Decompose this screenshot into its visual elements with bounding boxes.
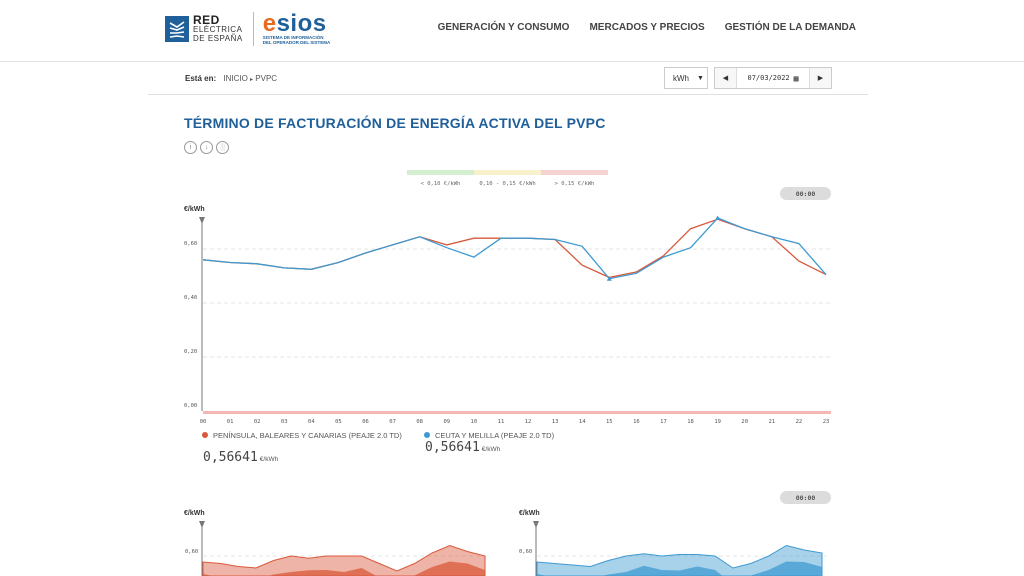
x-tick-label-14: 14 — [579, 419, 586, 425]
time-badge-secondary[interactable]: 00:00 — [780, 491, 831, 504]
area-chart-left-ylabel: €/kWh — [184, 510, 205, 517]
x-tick-label-15: 15 — [606, 419, 613, 425]
site-logo[interactable]: RED ELÉCTRICA DE ESPAÑA esios SISTEMA DE… — [165, 12, 330, 46]
logo-esios-sub2: DEL OPERADOR DEL SISTEMA — [262, 40, 331, 45]
x-tick-label-07: 07 — [389, 419, 396, 425]
legend-label-peninsula: PENÍNSULA, BALEARES Y CANARIAS (PEAJE 2.… — [213, 431, 402, 440]
date-picker: ◀ 07/03/2022 ▦ ▶ — [714, 67, 832, 89]
baseline-band — [203, 411, 831, 414]
info-icon[interactable]: i — [184, 141, 197, 154]
x-tick-label-03: 03 — [281, 419, 288, 425]
x-tick-label-09: 09 — [443, 419, 450, 425]
x-tick-label-17: 17 — [660, 419, 667, 425]
nav-gestion-demanda[interactable]: GESTIÓN DE LA DEMANDA — [724, 22, 856, 33]
y-axis-arrow-icon — [199, 217, 205, 224]
logo-ree-line2: ELÉCTRICA — [193, 24, 243, 34]
breadcrumb-label: Está en: — [185, 74, 217, 83]
legend-item-peninsula[interactable]: PENÍNSULA, BALEARES Y CANARIAS (PEAJE 2.… — [202, 431, 402, 441]
main-nav: GENERACIÓN Y CONSUMO MERCADOS Y PRECIOS … — [438, 22, 856, 33]
legend-value-peninsula-number: 0,56641 — [203, 450, 258, 465]
nav-generacion-consumo[interactable]: GENERACIÓN Y CONSUMO — [437, 22, 570, 33]
breadcrumb-home[interactable]: INICIO — [223, 74, 248, 83]
logo-ree-line3: DE ESPAÑA — [193, 33, 243, 43]
toolbar: Está en: INICIO ▸ PVPC kWh ▼ ◀ 07/03/202… — [148, 63, 868, 95]
logo-esios-sub1: SISTEMA DE INFORMACIÓN — [262, 35, 324, 40]
legend-unit-peninsula: €/kWh — [259, 456, 279, 463]
breadcrumb-arrow-icon: ▸ — [250, 77, 254, 83]
x-tick-label-01: 01 — [227, 419, 234, 425]
area-left-fill — [202, 544, 486, 576]
unit-value: kWh — [673, 73, 689, 83]
ree-logo-icon — [165, 16, 189, 42]
price-band-bar-2 — [541, 170, 608, 175]
logo-esios: esios — [262, 10, 327, 37]
date-field[interactable]: 07/03/2022 ▦ — [737, 68, 809, 88]
legend-dot-peninsula — [202, 432, 208, 438]
price-band-bar-0 — [407, 170, 474, 175]
x-tick-label-02: 02 — [254, 419, 261, 425]
area-chart-right-ylabel: €/kWh — [519, 510, 540, 517]
legend-label-ceuta: CEUTA Y MELILLA (PEAJE 2.0 TD) — [435, 431, 555, 440]
page-title: TÉRMINO DE FACTURACIÓN DE ENERGÍA ACTIVA… — [184, 115, 606, 131]
x-tick-label-00: 00 — [200, 419, 207, 425]
legend-item-ceuta[interactable]: CEUTA Y MELILLA (PEAJE 2.0 TD) — [424, 431, 624, 441]
price-band-label-0: < 0,10 €/kWh — [421, 181, 461, 187]
time-badge[interactable]: 00:00 — [780, 187, 831, 200]
calendar-icon: ▦ — [793, 73, 799, 83]
logo-separator — [252, 12, 254, 46]
y-tick-label-2: 0,40 — [184, 295, 197, 301]
unit-select[interactable]: kWh ▼ — [664, 67, 708, 89]
prev-day-button[interactable]: ◀ — [715, 68, 737, 88]
y-tick-label-0: 0,00 — [184, 403, 197, 409]
marker-triangle-19 — [715, 215, 721, 220]
area-right-y-arrow-icon — [533, 521, 539, 528]
x-tick-label-19: 19 — [714, 419, 721, 425]
x-tick-label-22: 22 — [796, 419, 803, 425]
x-tick-label-18: 18 — [687, 419, 694, 425]
breadcrumb: Está en: INICIO ▸ PVPC — [185, 74, 277, 83]
area-right-inner-fill — [537, 561, 822, 576]
logo-ree-line1: RED — [193, 12, 220, 27]
legend-value-ceuta: 0,56641 €/kWh — [425, 440, 500, 455]
marker-triangle-15 — [606, 276, 612, 281]
x-tick-label-16: 16 — [633, 419, 640, 425]
area-left-y-tick: 0,60 — [185, 549, 198, 555]
next-day-button[interactable]: ▶ — [809, 68, 831, 88]
area-right-y-tick: 0,60 — [519, 549, 532, 555]
price-band-label-1: 0,10 - 0,15 €/kWh — [479, 181, 535, 187]
area-left-inner-fill — [203, 561, 485, 576]
y-tick-label-1: 0,20 — [184, 349, 197, 355]
area-right-fill — [536, 544, 823, 576]
legend-dot-ceuta — [424, 432, 430, 438]
x-tick-label-13: 13 — [552, 419, 559, 425]
nav-mercados-precios[interactable]: MERCADOS Y PRECIOS — [589, 22, 705, 33]
chart-icon[interactable]: ░ — [216, 141, 229, 154]
x-tick-label-21: 21 — [769, 419, 776, 425]
x-tick-label-06: 06 — [362, 419, 369, 425]
chevron-down-icon: ▼ — [697, 74, 704, 82]
main-chart-ylabel: €/kWh — [184, 206, 205, 213]
x-tick-label-05: 05 — [335, 419, 342, 425]
legend-value-peninsula: 0,56641 €/kWh — [203, 450, 278, 465]
x-tick-label-11: 11 — [498, 419, 505, 425]
site-header: RED ELÉCTRICA DE ESPAÑA esios SISTEMA DE… — [0, 0, 1024, 62]
download-icon[interactable]: ↓ — [200, 141, 213, 154]
series-line-1 — [202, 217, 827, 280]
y-tick-label-3: 0,60 — [184, 241, 197, 247]
x-tick-label-20: 20 — [741, 419, 748, 425]
x-tick-label-23: 23 — [823, 419, 830, 425]
legend-value-ceuta-number: 0,56641 — [425, 440, 480, 455]
x-tick-label-08: 08 — [416, 419, 423, 425]
date-value: 07/03/2022 — [747, 74, 790, 82]
x-tick-label-10: 10 — [471, 419, 478, 425]
price-band-label-2: > 0,15 €/kWh — [555, 181, 595, 187]
area-left-y-arrow-icon — [199, 521, 205, 528]
price-band-bar-1 — [474, 170, 541, 175]
widget-icons: i ↓ ░ — [184, 141, 229, 154]
x-tick-label-04: 04 — [308, 419, 315, 425]
x-tick-label-12: 12 — [525, 419, 532, 425]
legend-unit-ceuta: €/kWh — [481, 446, 501, 453]
breadcrumb-current: PVPC — [255, 74, 278, 83]
